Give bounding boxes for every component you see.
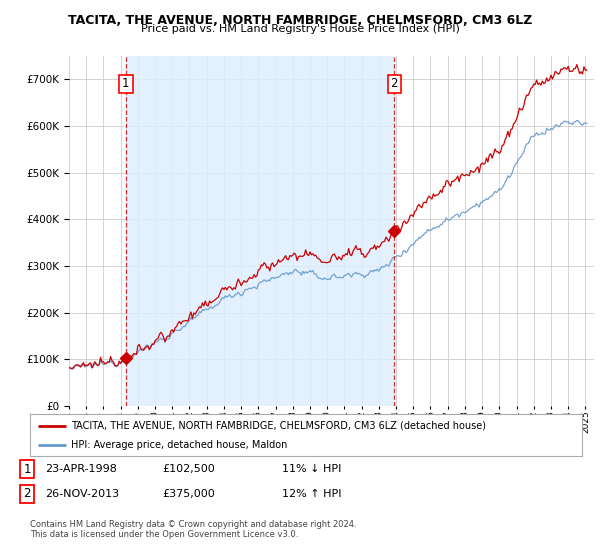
Text: HPI: Average price, detached house, Maldon: HPI: Average price, detached house, Mald… (71, 440, 288, 450)
Text: 2: 2 (391, 77, 398, 91)
Text: £375,000: £375,000 (162, 489, 215, 499)
Text: 2: 2 (23, 487, 31, 501)
Text: £102,500: £102,500 (162, 464, 215, 474)
Text: 11% ↓ HPI: 11% ↓ HPI (282, 464, 341, 474)
Text: 1: 1 (23, 463, 31, 476)
Text: 26-NOV-2013: 26-NOV-2013 (45, 489, 119, 499)
Text: 1: 1 (122, 77, 130, 91)
Text: 12% ↑ HPI: 12% ↑ HPI (282, 489, 341, 499)
Text: Contains HM Land Registry data © Crown copyright and database right 2024.
This d: Contains HM Land Registry data © Crown c… (30, 520, 356, 539)
Bar (126, 56, 394, 406)
Text: Price paid vs. HM Land Registry's House Price Index (HPI): Price paid vs. HM Land Registry's House … (140, 24, 460, 34)
Text: TACITA, THE AVENUE, NORTH FAMBRIDGE, CHELMSFORD, CM3 6LZ: TACITA, THE AVENUE, NORTH FAMBRIDGE, CHE… (68, 14, 532, 27)
Text: 23-APR-1998: 23-APR-1998 (45, 464, 117, 474)
Text: TACITA, THE AVENUE, NORTH FAMBRIDGE, CHELMSFORD, CM3 6LZ (detached house): TACITA, THE AVENUE, NORTH FAMBRIDGE, CHE… (71, 421, 487, 431)
